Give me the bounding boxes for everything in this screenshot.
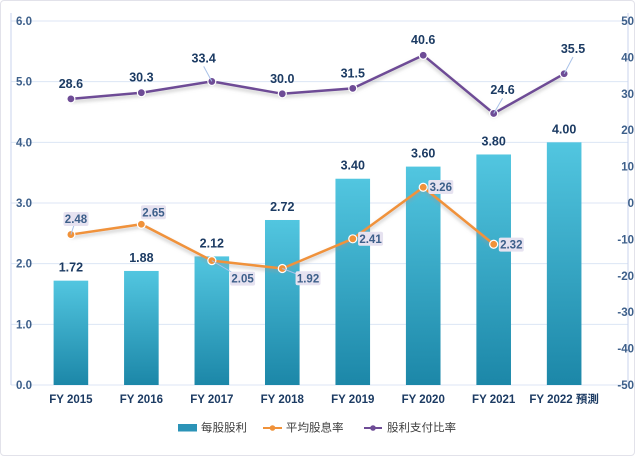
svg-text:3.80: 3.80 (482, 134, 506, 148)
svg-text:-50: -50 (617, 380, 634, 392)
svg-text:35.5: 35.5 (561, 42, 585, 56)
svg-text:40.6: 40.6 (411, 33, 435, 47)
svg-text:3.0: 3.0 (16, 198, 32, 210)
svg-text:30.3: 30.3 (129, 71, 153, 85)
svg-text:30: 30 (621, 89, 634, 101)
svg-text:2.65: 2.65 (142, 207, 165, 219)
svg-text:50: 50 (621, 16, 634, 28)
svg-text:1.72: 1.72 (59, 261, 83, 275)
svg-text:30.0: 30.0 (270, 72, 294, 86)
svg-text:5.0: 5.0 (16, 77, 32, 89)
svg-text:1.0: 1.0 (16, 319, 32, 331)
svg-text:20: 20 (621, 125, 634, 137)
svg-text:FY 2022 預測: FY 2022 預測 (529, 393, 598, 406)
svg-text:2.41: 2.41 (359, 234, 382, 246)
svg-text:每股股利: 每股股利 (201, 422, 247, 435)
svg-text:FY 2019: FY 2019 (331, 394, 374, 406)
svg-text:4.00: 4.00 (552, 122, 576, 136)
svg-text:3.40: 3.40 (341, 159, 365, 173)
svg-text:2.32: 2.32 (500, 240, 522, 252)
svg-text:-10: -10 (617, 234, 634, 246)
svg-text:-40: -40 (617, 344, 634, 356)
svg-text:3.60: 3.60 (411, 147, 435, 161)
svg-text:2.05: 2.05 (231, 274, 254, 286)
svg-text:平均股息率: 平均股息率 (286, 421, 344, 435)
svg-text:FY 2017: FY 2017 (190, 394, 233, 406)
svg-text:FY 2018: FY 2018 (261, 394, 305, 406)
svg-text:2.48: 2.48 (65, 214, 88, 226)
svg-text:31.5: 31.5 (341, 66, 365, 80)
svg-text:10: 10 (621, 162, 634, 174)
svg-text:6.0: 6.0 (16, 16, 32, 28)
svg-text:FY 2016: FY 2016 (120, 394, 163, 406)
svg-text:24.6: 24.6 (490, 83, 514, 97)
svg-text:0.0: 0.0 (16, 380, 32, 392)
svg-text:1.88: 1.88 (129, 251, 153, 265)
svg-text:2.72: 2.72 (270, 200, 294, 214)
svg-text:-30: -30 (617, 307, 634, 319)
svg-text:33.4: 33.4 (192, 51, 216, 65)
svg-text:40: 40 (621, 52, 634, 64)
svg-text:4.0: 4.0 (16, 137, 32, 149)
svg-text:FY 2015: FY 2015 (49, 394, 93, 406)
svg-text:1.92: 1.92 (297, 273, 319, 285)
svg-text:FY 2021: FY 2021 (472, 394, 516, 406)
svg-text:28.6: 28.6 (59, 77, 83, 91)
svg-text:0: 0 (628, 198, 634, 210)
svg-text:FY 2020: FY 2020 (402, 394, 445, 406)
svg-text:2.12: 2.12 (200, 236, 224, 250)
svg-text:股利支付比率: 股利支付比率 (387, 421, 456, 435)
svg-text:-20: -20 (617, 271, 634, 283)
svg-text:3.26: 3.26 (430, 182, 452, 194)
svg-text:2.0: 2.0 (16, 259, 32, 271)
